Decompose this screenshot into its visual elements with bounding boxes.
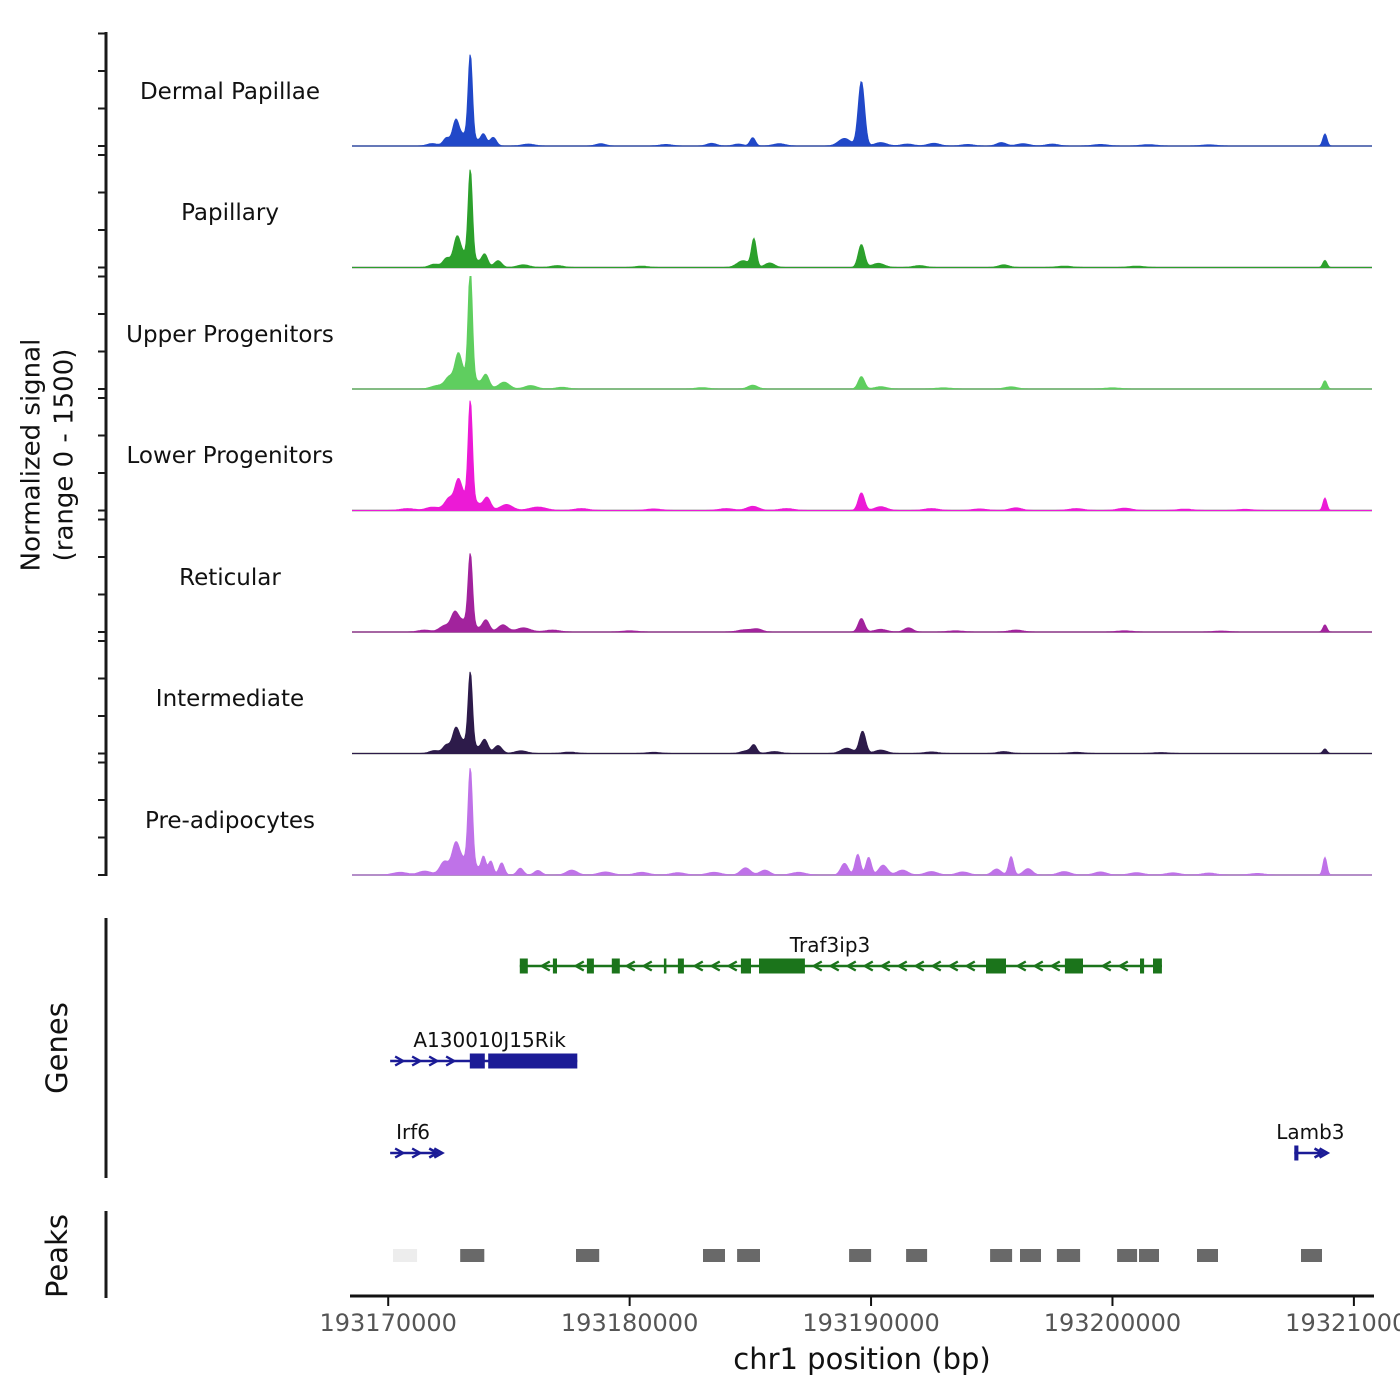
signal-track-intermediate	[98, 640, 1372, 755]
x-axis-tick-label: 193190000	[802, 1309, 939, 1337]
strand-direction-arrow	[445, 1055, 457, 1067]
gene-exon	[552, 958, 557, 974]
x-axis-tick-label: 193200000	[1044, 1309, 1181, 1337]
x-axis-tick-label: 193210000	[1285, 1309, 1400, 1337]
peak-interval	[737, 1249, 760, 1262]
gene-label-irf6: Irf6	[396, 1120, 430, 1144]
x-axis-title: chr1 position (bp)	[733, 1342, 991, 1376]
gene-exon	[1064, 958, 1083, 974]
peak-interval	[460, 1249, 485, 1262]
gene-exon	[740, 958, 751, 974]
genes-section-label: Genes	[40, 1002, 74, 1094]
gene-exon	[677, 958, 684, 974]
terminal-arrow	[428, 1147, 440, 1159]
terminal-arrow	[1313, 1147, 1326, 1159]
y-axis-label-line1: Normalized signal	[16, 338, 47, 572]
strand-direction-arrow	[1015, 960, 1027, 972]
strand-direction-arrow	[539, 960, 551, 972]
gene-exon	[488, 1053, 578, 1069]
gene-label-a130010j15rik: A130010J15Rik	[413, 1028, 566, 1052]
y-axis-label-line2: (range 0 - 1500)	[49, 348, 79, 562]
signal-track-papillary	[98, 154, 1372, 269]
strand-direction-arrow	[411, 1147, 423, 1159]
x-axis-tick-label: 193180000	[561, 1309, 698, 1337]
track-label-intermediate: Intermediate	[155, 686, 305, 712]
gene-exon	[1140, 958, 1145, 974]
track-label-dermal-papillae: Dermal Papillae	[139, 79, 321, 105]
gene-exon	[519, 958, 528, 974]
track-label-papillary: Papillary	[181, 200, 279, 226]
peak-interval	[1301, 1249, 1322, 1262]
gene-exon	[469, 1053, 485, 1069]
peak-interval	[393, 1249, 418, 1262]
gene-exon	[611, 958, 620, 974]
peak-interval	[1056, 1249, 1081, 1262]
gene-exon	[663, 958, 667, 974]
peak-interval	[576, 1249, 600, 1262]
strand-direction-arrow	[811, 960, 823, 972]
strand-direction-arrow	[845, 960, 857, 972]
track-label-upper-progenitors: Upper Progenitors	[126, 322, 334, 348]
gene-model-a130010j15rik: A130010J15Rik	[390, 1028, 578, 1069]
track-label-lower-progenitors: Lower Progenitors	[126, 443, 334, 469]
gene-exon	[1153, 958, 1162, 974]
peak-interval	[703, 1249, 725, 1262]
strand-direction-arrow	[394, 1147, 406, 1159]
strand-direction-arrow	[862, 960, 874, 972]
gene-exon	[1294, 1145, 1299, 1161]
strand-direction-arrow	[411, 1055, 423, 1067]
track-label-reticular: Reticular	[179, 565, 281, 591]
strand-direction-arrow	[1032, 960, 1044, 972]
strand-direction-arrow	[394, 1055, 406, 1067]
strand-direction-arrow	[964, 960, 976, 972]
peak-interval	[1197, 1249, 1218, 1262]
strand-direction-arrow	[930, 960, 942, 972]
strand-direction-arrow	[1049, 960, 1061, 972]
strand-direction-arrow	[641, 960, 653, 972]
gene-model-irf6: Irf6	[390, 1120, 445, 1159]
terminal-arrow	[1318, 1147, 1331, 1159]
peak-interval	[990, 1249, 1013, 1262]
strand-direction-arrow	[913, 960, 925, 972]
y-axis-label: Normalized signal (range 0 - 1500)	[16, 339, 81, 572]
strand-direction-arrow	[624, 960, 636, 972]
peak-interval	[1020, 1249, 1041, 1262]
strand-direction-arrow	[947, 960, 959, 972]
strand-direction-arrow	[709, 960, 721, 972]
strand-direction-arrow	[692, 960, 704, 972]
strand-direction-arrow	[726, 960, 738, 972]
gene-exon	[586, 958, 594, 974]
peak-interval	[1139, 1249, 1159, 1262]
track-label-pre-adipocytes: Pre-adipocytes	[144, 808, 316, 834]
gene-label-traf3ip3: Traf3ip3	[789, 933, 871, 957]
strand-direction-arrow	[828, 960, 840, 972]
strand-direction-arrow	[573, 960, 585, 972]
strand-direction-arrow	[428, 1055, 440, 1067]
strand-direction-arrow	[1117, 960, 1129, 972]
peaks-section-label: Peaks	[40, 1214, 74, 1298]
gene-model-traf3ip3: Traf3ip3	[519, 933, 1162, 974]
strand-direction-arrow	[896, 960, 908, 972]
peak-interval	[849, 1249, 872, 1262]
terminal-arrow	[433, 1147, 445, 1159]
strand-direction-arrow	[1100, 960, 1112, 972]
gene-label-lamb3: Lamb3	[1276, 1120, 1344, 1144]
x-axis-tick-label: 193170000	[319, 1309, 456, 1337]
strand-direction-arrow	[879, 960, 891, 972]
gene-exon	[986, 958, 1006, 974]
signal-track-upper-progenitors	[98, 275, 1372, 390]
peak-interval	[1117, 1249, 1138, 1262]
gene-model-lamb3: Lamb3	[1276, 1120, 1345, 1161]
gene-exon	[759, 958, 805, 974]
peak-interval	[906, 1249, 928, 1262]
